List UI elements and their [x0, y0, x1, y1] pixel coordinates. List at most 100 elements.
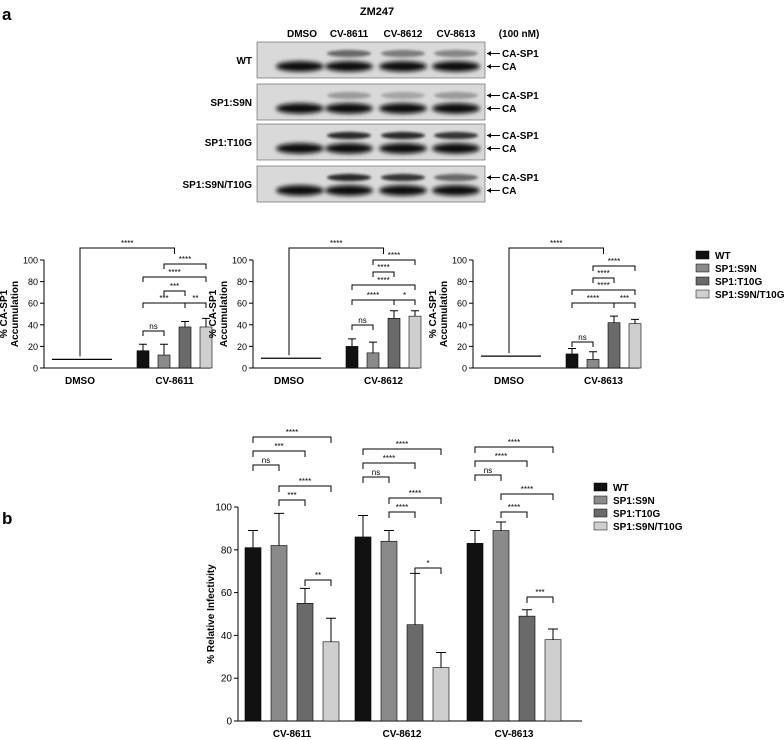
significance-label: ****	[597, 281, 609, 290]
significance-label: ns	[358, 316, 366, 325]
error-bar	[568, 348, 576, 354]
significance-label: *	[403, 291, 406, 300]
y-tick-label: 80	[221, 545, 233, 556]
significance-label: ****	[495, 452, 507, 461]
y-tick-label: 60	[221, 588, 233, 599]
significance-bracket	[474, 460, 528, 467]
bar	[380, 540, 398, 722]
accumulation-chart: 0 20 40 60 80 100 % CA-SP1 Accumulation DMSO CV-8…	[0, 239, 213, 387]
error-bar	[348, 338, 356, 347]
significance-bracket	[372, 271, 395, 277]
error-bar	[358, 515, 368, 537]
bar	[354, 536, 372, 722]
band-ca-sp1	[327, 173, 371, 182]
significance-label: ****	[168, 268, 180, 277]
band-label: CA-SP1	[502, 131, 539, 142]
arrow-head	[487, 105, 491, 111]
y-tick-label: 100	[215, 503, 232, 514]
band-ca	[432, 103, 480, 114]
significance-bracket	[500, 493, 554, 500]
significance-label: ****	[388, 251, 400, 260]
significance-label: ****	[508, 503, 520, 512]
y-tick-label: 80	[237, 277, 247, 287]
legend-swatch	[695, 276, 710, 286]
y-tick-label: 0	[462, 364, 467, 374]
band-label: CA	[502, 144, 516, 155]
band-ca-sp1	[327, 49, 371, 58]
band-ca	[379, 185, 427, 196]
significance-label: ****	[121, 239, 133, 248]
significance-bracket	[304, 579, 332, 586]
legend-entry: SP1:S9N/T10G	[715, 290, 784, 301]
error-bar	[369, 341, 377, 353]
significance-bracket	[142, 276, 207, 282]
legend-entry: SP1:S9N	[715, 264, 757, 275]
band-ca-sp1	[434, 173, 478, 182]
blot-title: ZM247	[360, 6, 394, 18]
legend-entry: SP1:S9N/T10G	[613, 522, 683, 533]
blot-membrane	[256, 41, 486, 79]
bar	[518, 615, 536, 722]
significance-bracket	[393, 299, 416, 305]
y-tick-label: 0	[242, 364, 247, 374]
x-tick-label: CV-8611	[273, 729, 312, 740]
error-bar	[274, 512, 284, 546]
concentration-label: (100 nM)	[499, 29, 540, 40]
significance-bracket	[163, 263, 207, 269]
band-label: CA	[502, 104, 516, 115]
accumulation-chart: 0 20 40 60 80 100 % CA-SP1 Accumulation DMSO CV-8…	[428, 239, 642, 387]
x-tick-label: CV-8612	[364, 376, 403, 387]
band-label: CA	[502, 62, 516, 73]
significance-bracket	[252, 436, 332, 443]
bar	[322, 641, 340, 722]
band-ca-sp1	[434, 131, 478, 140]
band-ca-sp1	[381, 91, 425, 100]
bar	[565, 353, 579, 369]
significance-label: *	[426, 559, 429, 568]
bar	[157, 354, 171, 369]
band-ca	[432, 61, 480, 72]
band-ca-sp1	[434, 49, 478, 58]
significance-bracket	[278, 499, 306, 506]
arrow-head	[487, 63, 491, 69]
y-tick-label: 80	[28, 277, 38, 287]
bar	[366, 352, 380, 369]
y-tick-label: 40	[221, 631, 233, 642]
band-ca	[276, 185, 324, 196]
x-tick-label: DMSO	[494, 376, 524, 387]
lane-label-cv8613: CV-8613	[437, 29, 476, 40]
band-ca	[325, 103, 373, 114]
error-bar	[384, 530, 394, 542]
error-bar	[548, 628, 558, 640]
significance-bracket	[362, 476, 390, 483]
blot-membrane	[256, 123, 486, 161]
band-ca	[432, 185, 480, 196]
significance-bracket	[474, 446, 554, 453]
error-bar	[631, 318, 639, 324]
legend: WT SP1:S9N SP1:T10G SP1:S9N/T10G	[695, 250, 784, 301]
bar	[296, 602, 314, 722]
arrow-head	[487, 187, 491, 193]
arrow-head	[487, 51, 491, 57]
band-label: CA-SP1	[502, 91, 539, 102]
y-tick-label: 60	[237, 299, 247, 309]
error-bar	[610, 315, 618, 323]
legend: WT SP1:S9N SP1:T10G SP1:S9N/T10G	[593, 482, 683, 533]
y-axis-label: % CA-SP1	[208, 289, 219, 338]
significance-label: ***	[535, 588, 544, 597]
significance-label: ****	[377, 263, 389, 272]
band-ca	[325, 143, 373, 154]
band-ca	[276, 143, 324, 154]
error-bar	[326, 617, 336, 642]
significance-label: ns	[262, 456, 270, 465]
x-tick-label: DMSO	[65, 376, 95, 387]
legend-entry: WT	[715, 251, 731, 262]
significance-bracket	[526, 596, 554, 603]
y-tick-label: 40	[457, 320, 467, 330]
band-ca-sp1	[327, 131, 371, 140]
bar	[345, 346, 359, 369]
error-bar	[410, 572, 420, 625]
significance-bracket	[142, 330, 165, 336]
significance-bracket	[592, 265, 636, 271]
band-ca	[276, 61, 324, 72]
